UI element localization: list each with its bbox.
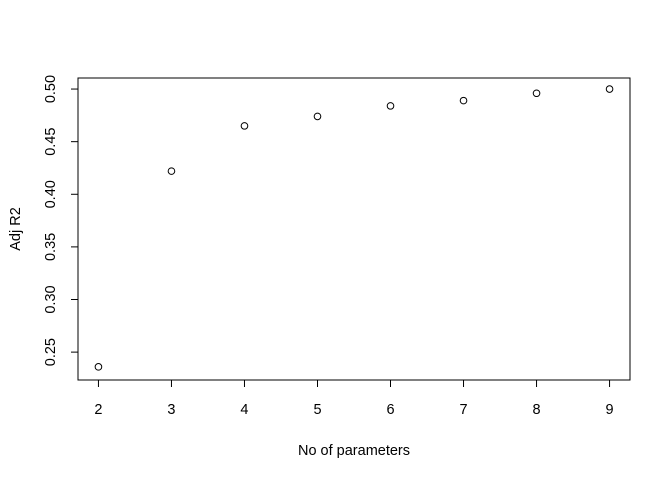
data-point xyxy=(240,122,249,130)
data-point xyxy=(167,167,176,175)
x-tick-label: 4 xyxy=(240,402,248,418)
data-point xyxy=(313,112,322,121)
y-tick-label: 0.40 xyxy=(43,180,59,208)
x-tick-label: 8 xyxy=(533,402,541,418)
data-points xyxy=(94,85,614,371)
x-axis-label: No of parameters xyxy=(298,443,410,459)
x-tick-label: 3 xyxy=(167,402,175,418)
x-tick-label: 9 xyxy=(606,402,614,418)
data-point xyxy=(605,85,614,93)
x-tick-label: 2 xyxy=(94,402,102,418)
x-tick-label: 7 xyxy=(459,402,467,418)
y-axis: 0.25 0.30 0.35 0.40 0.45 0.50 xyxy=(43,75,79,366)
data-point xyxy=(386,102,395,110)
plot-frame xyxy=(77,77,631,381)
data-point xyxy=(532,89,541,98)
y-tick-label: 0.45 xyxy=(43,128,59,156)
x-axis: 2 3 4 5 6 7 8 9 xyxy=(94,379,614,418)
x-tick-label: 5 xyxy=(313,402,321,418)
data-point xyxy=(459,96,468,105)
data-point xyxy=(94,363,103,371)
x-tick-label: 6 xyxy=(386,402,394,418)
y-tick-label: 0.25 xyxy=(43,338,59,366)
y-tick-label: 0.30 xyxy=(43,285,59,313)
y-tick-label: 0.50 xyxy=(43,75,59,103)
y-tick-label: 0.35 xyxy=(43,233,59,261)
y-axis-label: Adj R2 xyxy=(8,207,24,251)
